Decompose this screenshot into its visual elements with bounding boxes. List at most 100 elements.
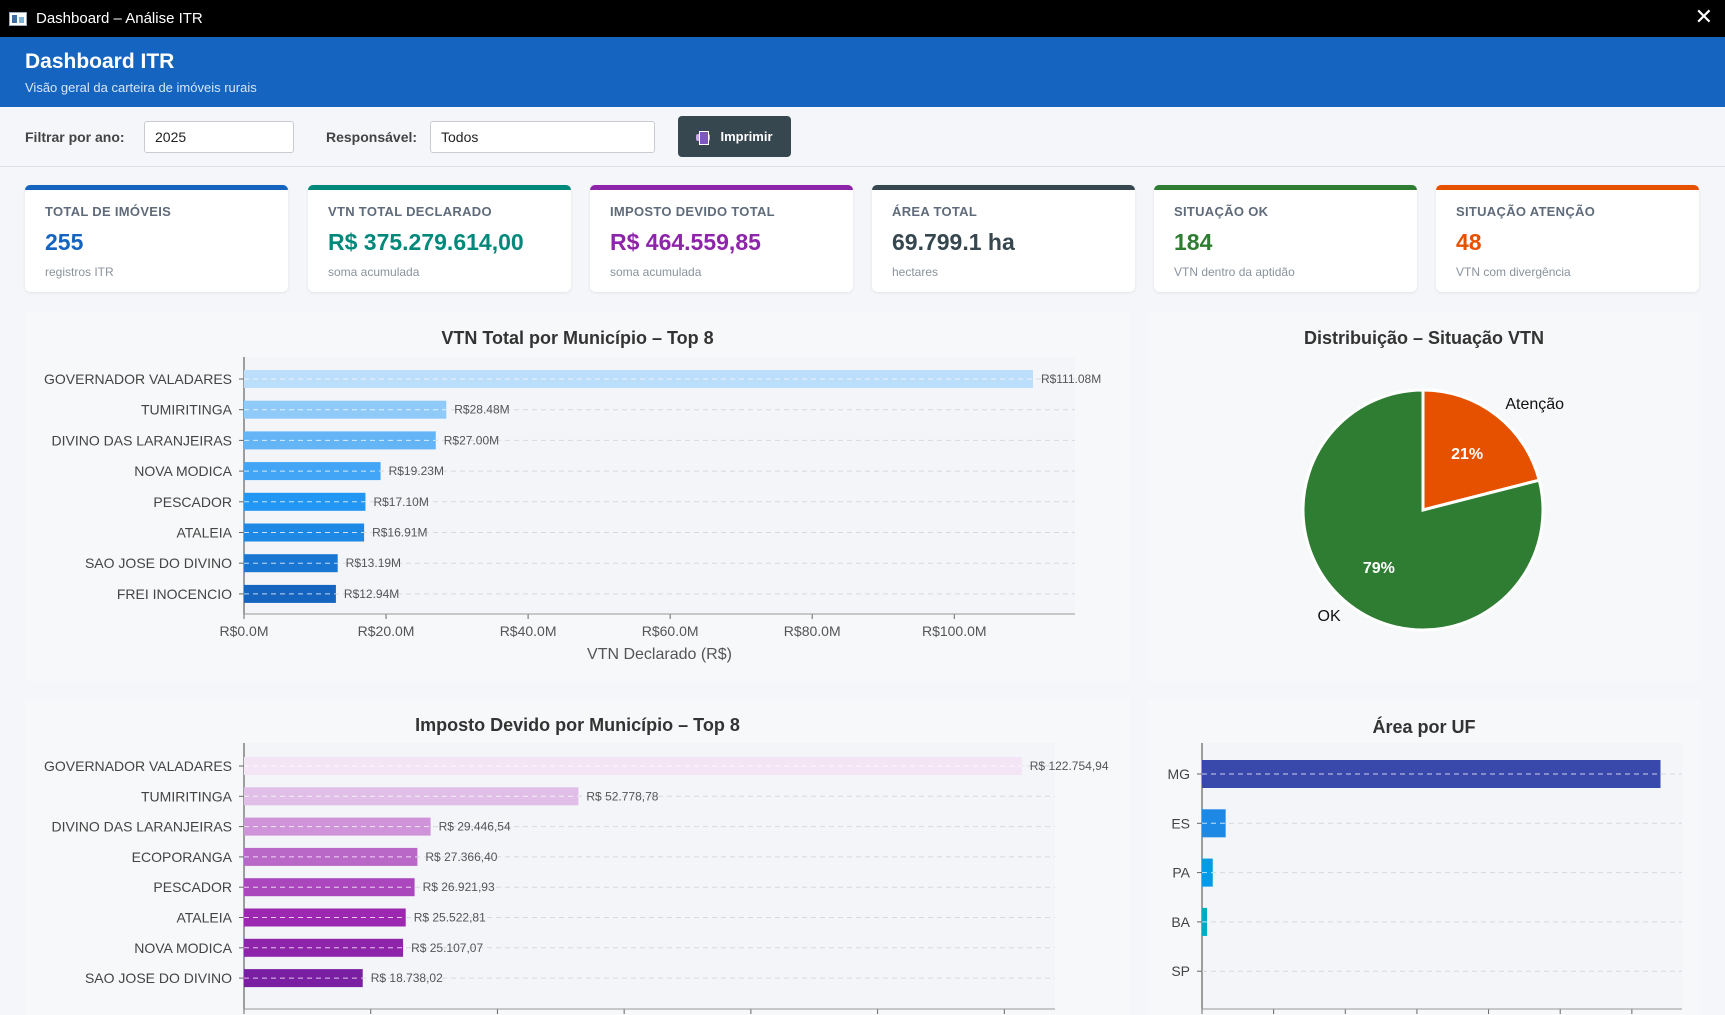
vtn-bar-chart: R$0.0M R$20.0M R$40.0M R$60.0M R$80.0M R$100.…: [44, 357, 1101, 663]
situacao-pie-chart: 21% Atenção 79% OK: [1301, 388, 1564, 632]
data-label: R$17.10M: [373, 495, 428, 509]
kpi-card-total-imoveis: TOTAL DE IMÓVEIS 255 registros ITR: [25, 185, 288, 292]
category-label: PESCADOR: [153, 879, 232, 895]
card-label: SITUAÇÃO OK: [1174, 204, 1269, 219]
category-label: NOVA MODICA: [134, 463, 232, 479]
category-label: ES: [1171, 815, 1190, 831]
card-note: VTN com divergência: [1456, 265, 1571, 279]
data-label: R$ 26.921,93: [423, 880, 495, 894]
data-label: R$ 25.522,81: [414, 911, 486, 925]
close-icon[interactable]: ✕: [1694, 4, 1713, 29]
data-label: R$ 25.107,07: [411, 941, 483, 955]
x-axis-title: VTN Declarado (R$): [587, 646, 732, 663]
chart-title: Área por UF: [1372, 717, 1476, 737]
plot-area: [244, 357, 1075, 614]
bar: [244, 908, 406, 927]
card-note: soma acumulada: [610, 265, 702, 279]
year-filter-label: Filtrar por ano:: [25, 129, 125, 145]
data-label: R$28.48M: [454, 403, 509, 417]
pie-slice: [1421, 388, 1542, 512]
window-titlebar: Dashboard – Análise ITR ✕: [0, 0, 1725, 37]
card-label: ÁREA TOTAL: [892, 204, 978, 219]
category-label: GOVERNADOR VALADARES: [44, 371, 232, 387]
bar: [244, 462, 381, 481]
card-accent-bar: [590, 185, 853, 190]
card-note: VTN dentro da aptidão: [1174, 265, 1295, 279]
data-label: R$ 27.366,40: [425, 850, 497, 864]
data-label: R$16.91M: [372, 526, 427, 540]
x-tick-label: R$0.0M: [219, 623, 268, 639]
category-label: BA: [1171, 914, 1190, 930]
bar: [244, 523, 365, 542]
card-value: 184: [1174, 229, 1213, 255]
category-label: ECOPORANGA: [132, 849, 233, 865]
category-label: DIVINO DAS LARANJEIRAS: [52, 819, 233, 835]
category-label: PA: [1172, 865, 1190, 881]
data-label: R$111.08M: [1041, 372, 1101, 386]
pie-slice-label: OK: [1318, 608, 1341, 625]
window-title: Dashboard – Análise ITR: [36, 10, 203, 27]
plot-area: [244, 743, 1055, 1009]
card-note: registros ITR: [45, 265, 114, 279]
category-label: GOVERNADOR VALADARES: [44, 758, 232, 774]
print-button-label: Imprimir: [720, 129, 773, 144]
card-label: TOTAL DE IMÓVEIS: [45, 204, 172, 219]
imposto-chart-panel: Imposto Devido por Município – Top 8 R$0…: [25, 699, 1130, 1015]
card-accent-bar: [308, 185, 571, 190]
data-label: R$13.19M: [346, 556, 401, 570]
category-label: SAO JOSE DO DIVINO: [85, 970, 232, 986]
page-title: Dashboard ITR: [25, 50, 175, 73]
card-label: VTN TOTAL DECLARADO: [328, 204, 492, 219]
data-label: R$ 122.754,94: [1030, 759, 1109, 773]
category-label: PESCADOR: [153, 494, 232, 510]
card-value: 255: [45, 229, 84, 255]
card-value: R$ 464.559,85: [610, 229, 761, 255]
chart-title: Imposto Devido por Município – Top 8: [415, 715, 740, 735]
bar: [244, 431, 436, 450]
imposto-bar-chart: R$0R$20.000R$40.000R$60.000R$80.000R$100…: [44, 743, 1109, 1014]
card-label: SITUAÇÃO ATENÇÃO: [1456, 204, 1596, 219]
card-label: IMPOSTO DEVIDO TOTAL: [610, 204, 775, 219]
data-label: R$19.23M: [389, 464, 444, 478]
card-accent-bar: [872, 185, 1135, 190]
print-button[interactable]: Imprimir: [678, 116, 791, 157]
year-filter-input[interactable]: 2025: [144, 121, 294, 153]
category-label: MG: [1167, 766, 1190, 782]
x-tick-label: R$40.0M: [500, 623, 557, 639]
category-label: NOVA MODICA: [134, 940, 232, 956]
x-tick-label: R$20.0M: [358, 623, 415, 639]
chart-title: VTN Total por Município – Top 8: [441, 328, 714, 348]
area-uf-bar-chart: 010.00020.00030.00040.00050.00060.000MGE…: [1167, 743, 1682, 1014]
kpi-card-vtn-total: VTN TOTAL DECLARADO R$ 375.279.614,00 so…: [308, 185, 571, 292]
pie-percent-label: 79%: [1363, 560, 1395, 577]
vtn-chart-panel: VTN Total por Município – Top 8 R$0.0M R$…: [25, 312, 1130, 681]
card-value: 48: [1456, 229, 1482, 255]
category-label: ATALEIA: [176, 525, 232, 541]
pie-slice-label: Atenção: [1505, 396, 1564, 413]
bar: [244, 847, 418, 866]
data-label: R$12.94M: [344, 587, 399, 601]
card-note: hectares: [892, 265, 939, 279]
bar: [244, 492, 366, 511]
kpi-card-area-total: ÁREA TOTAL 69.799.1 ha hectares: [872, 185, 1135, 292]
category-label: TUMIRITINGA: [141, 402, 233, 418]
data-label: R$ 52.778,78: [586, 789, 658, 803]
category-label: SAO JOSE DO DIVINO: [85, 555, 232, 571]
app-icon: [9, 11, 27, 26]
situacao-pie-panel: Distribuição – Situação VTN 21% Atenção 79…: [1148, 312, 1700, 681]
category-label: SP: [1171, 963, 1190, 979]
category-label: TUMIRITINGA: [141, 788, 233, 804]
kpi-card-situacao-ok: SITUAÇÃO OK 184 VTN dentro da aptidão: [1154, 185, 1417, 292]
category-label: ATALEIA: [176, 910, 232, 926]
bar: [244, 938, 404, 957]
kpi-card-situacao-atencao: SITUAÇÃO ATENÇÃO 48 VTN com divergência: [1436, 185, 1699, 292]
page-header: Dashboard ITR Visão geral da carteira de…: [0, 37, 1725, 107]
responsible-filter-input[interactable]: Todos: [430, 121, 655, 153]
kpi-card-imposto-total: IMPOSTO DEVIDO TOTAL R$ 464.559,85 soma …: [590, 185, 853, 292]
category-label: FREI INOCENCIO: [117, 586, 232, 602]
area-uf-panel: Área por UF 010.00020.00030.00040.00050.…: [1148, 699, 1700, 1015]
pie-slice: [1301, 388, 1545, 632]
card-accent-bar: [1154, 185, 1417, 190]
data-label: R$27.00M: [444, 433, 499, 447]
card-accent-bar: [1436, 185, 1699, 190]
